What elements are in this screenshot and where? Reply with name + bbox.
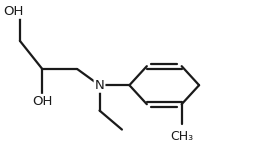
Text: CH₃: CH₃	[170, 130, 193, 143]
Text: OH: OH	[4, 5, 24, 18]
Text: N: N	[95, 79, 104, 92]
Text: OH: OH	[32, 95, 53, 108]
